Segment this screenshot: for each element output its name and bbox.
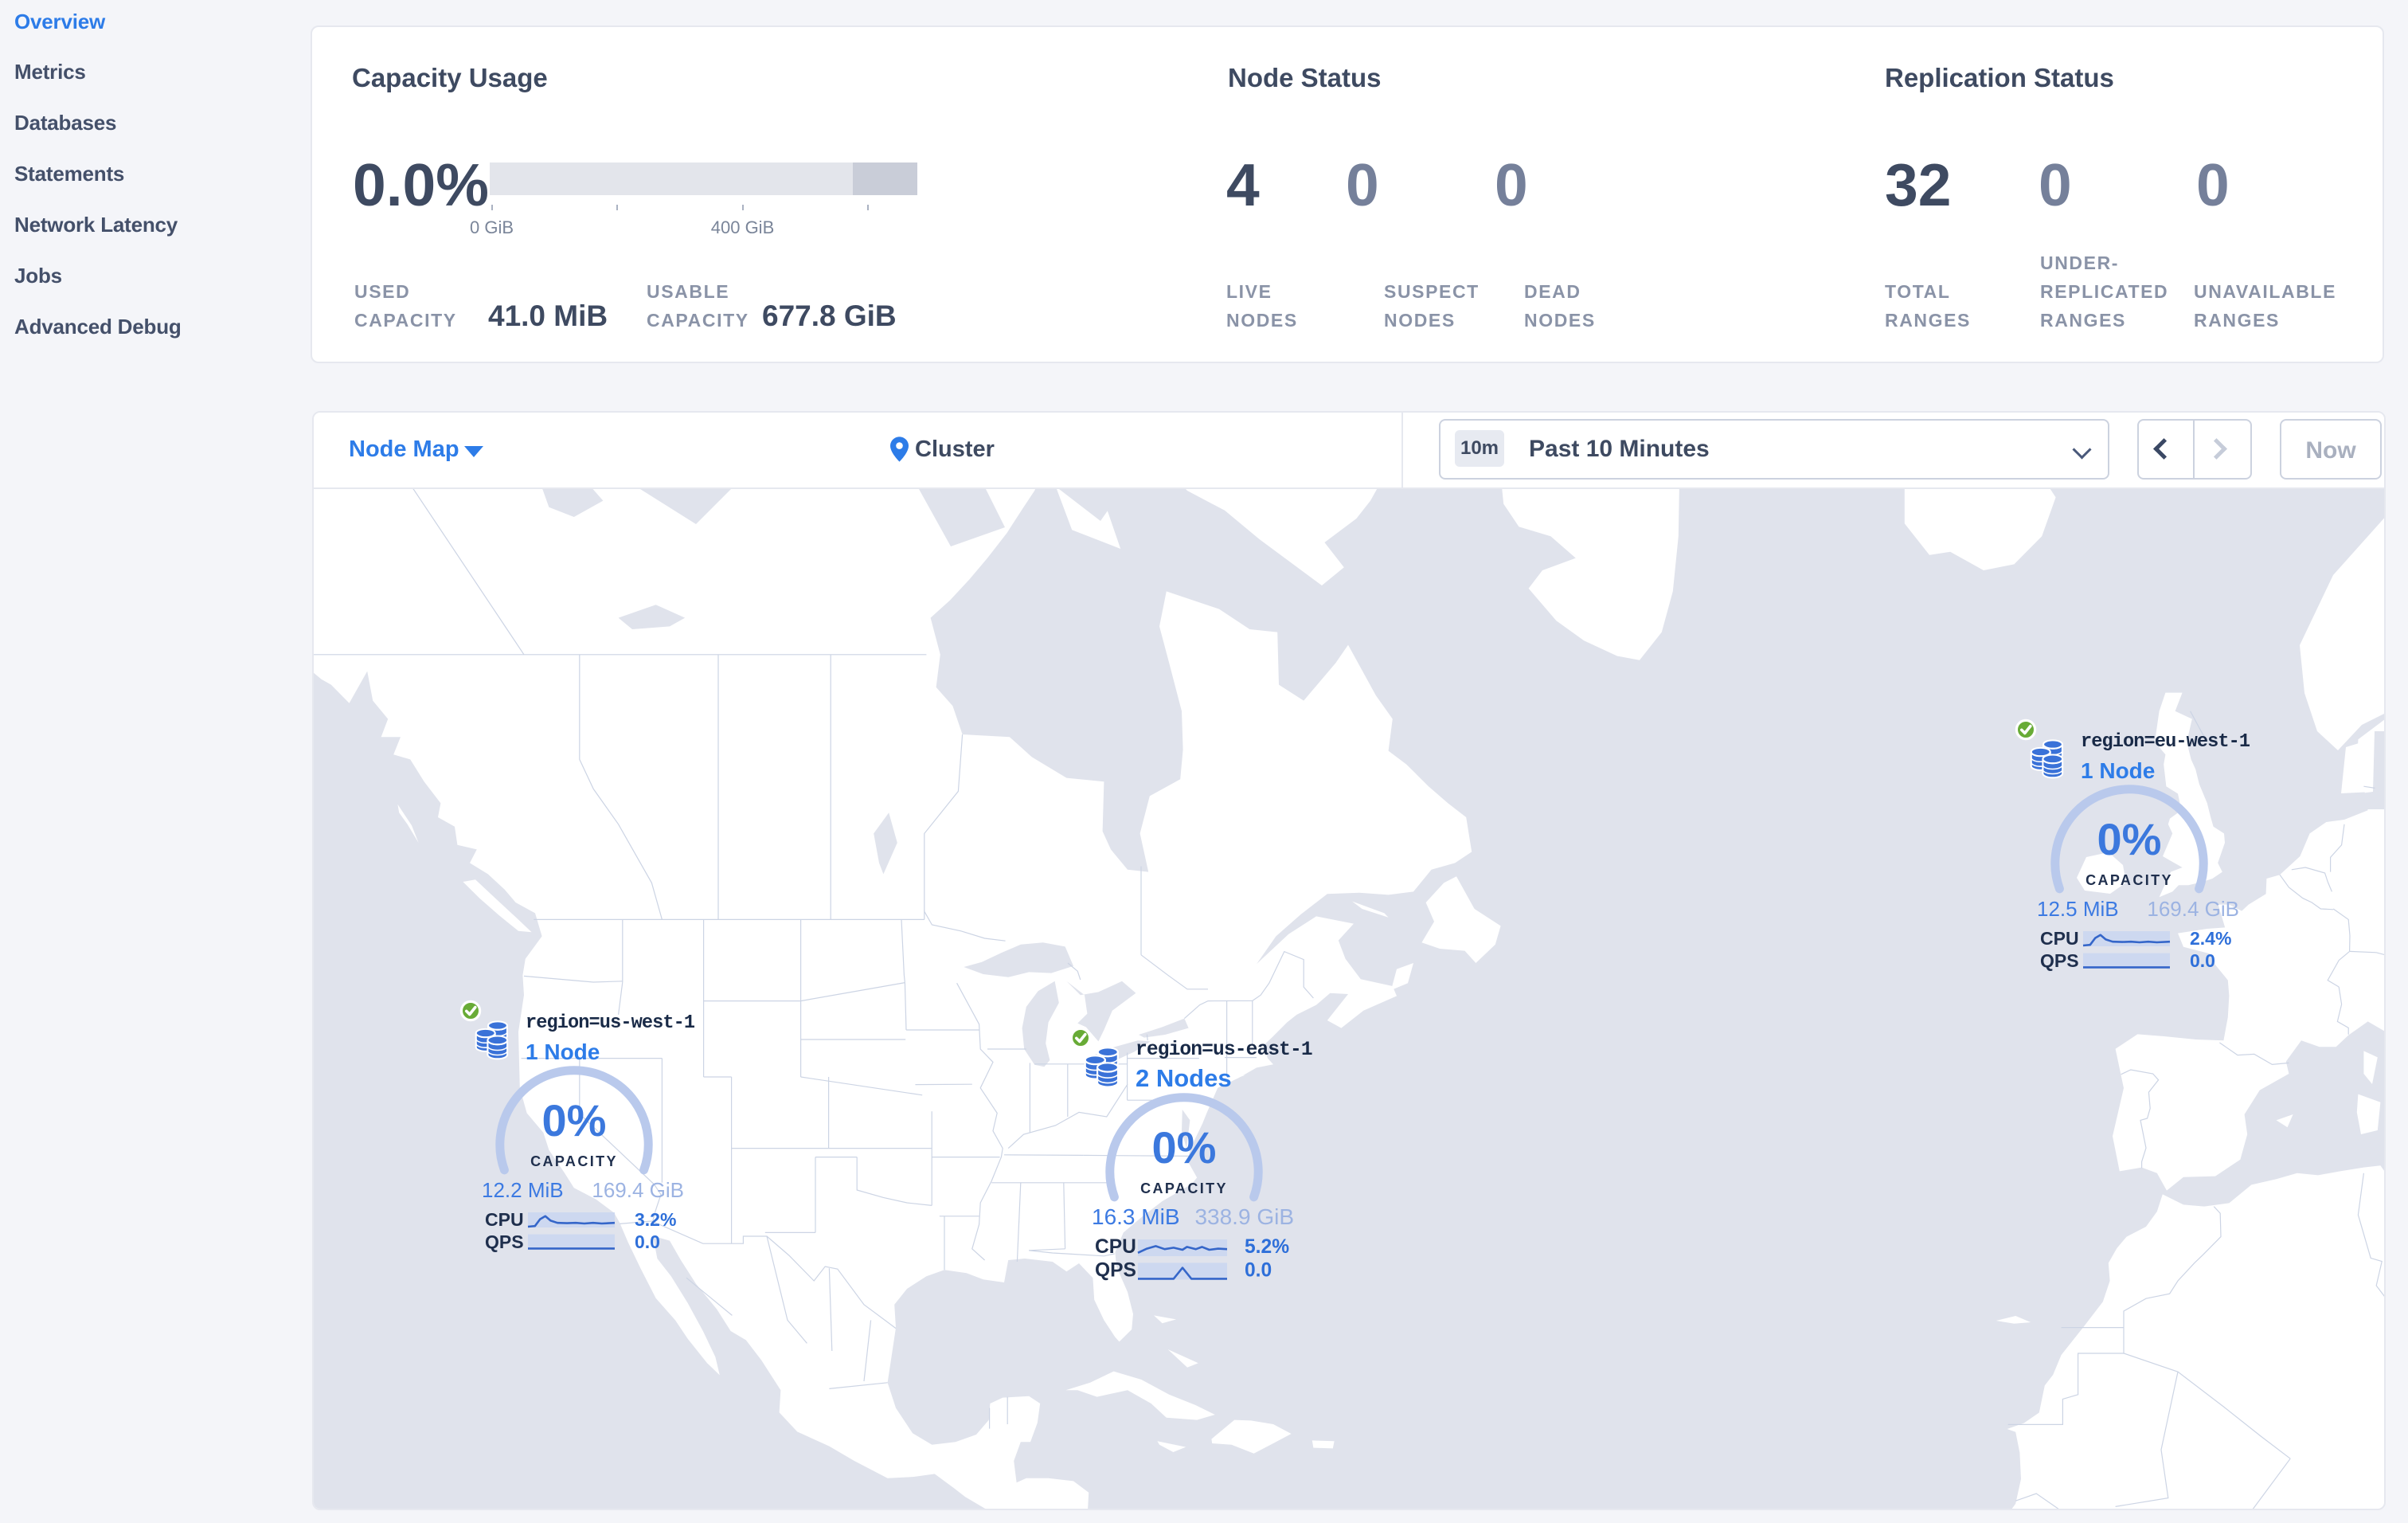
- svg-text:0.0: 0.0: [635, 1231, 660, 1252]
- svg-text:CAPACITY: CAPACITY: [530, 1153, 618, 1169]
- svg-text:region=us-west-1: region=us-west-1: [526, 1012, 695, 1034]
- svg-text:1 Node: 1 Node: [526, 1039, 600, 1064]
- svg-text:5.2%: 5.2%: [1245, 1236, 1289, 1258]
- svg-text:CPU: CPU: [485, 1209, 524, 1230]
- svg-text:0%: 0%: [2097, 814, 2162, 864]
- svg-text:12.2 MiB: 12.2 MiB: [482, 1178, 564, 1202]
- svg-text:0.0: 0.0: [1245, 1260, 1272, 1282]
- svg-text:0%: 0%: [1152, 1122, 1217, 1173]
- svg-text:16.3 MiB: 16.3 MiB: [1092, 1204, 1180, 1229]
- svg-text:CPU: CPU: [2040, 928, 2079, 949]
- svg-text:CPU: CPU: [1095, 1236, 1136, 1258]
- svg-text:169.4 GiB: 169.4 GiB: [2147, 897, 2239, 921]
- svg-text:QPS: QPS: [485, 1231, 524, 1252]
- svg-text:3.2%: 3.2%: [635, 1209, 676, 1230]
- svg-text:QPS: QPS: [1095, 1260, 1136, 1282]
- svg-text:region=us-east-1: region=us-east-1: [1136, 1039, 1312, 1061]
- svg-text:CAPACITY: CAPACITY: [2086, 872, 2173, 888]
- svg-text:12.5 MiB: 12.5 MiB: [2037, 897, 2119, 921]
- svg-text:2.4%: 2.4%: [2190, 928, 2231, 949]
- svg-text:338.9 GiB: 338.9 GiB: [1194, 1204, 1294, 1229]
- svg-text:0.0: 0.0: [2190, 950, 2215, 971]
- svg-text:region=eu-west-1: region=eu-west-1: [2081, 731, 2250, 753]
- svg-text:169.4 GiB: 169.4 GiB: [592, 1178, 684, 1202]
- svg-text:2 Nodes: 2 Nodes: [1136, 1064, 1232, 1092]
- svg-text:QPS: QPS: [2040, 950, 2079, 971]
- svg-text:1 Node: 1 Node: [2081, 758, 2155, 783]
- svg-text:0%: 0%: [542, 1095, 607, 1145]
- svg-text:CAPACITY: CAPACITY: [1140, 1180, 1228, 1196]
